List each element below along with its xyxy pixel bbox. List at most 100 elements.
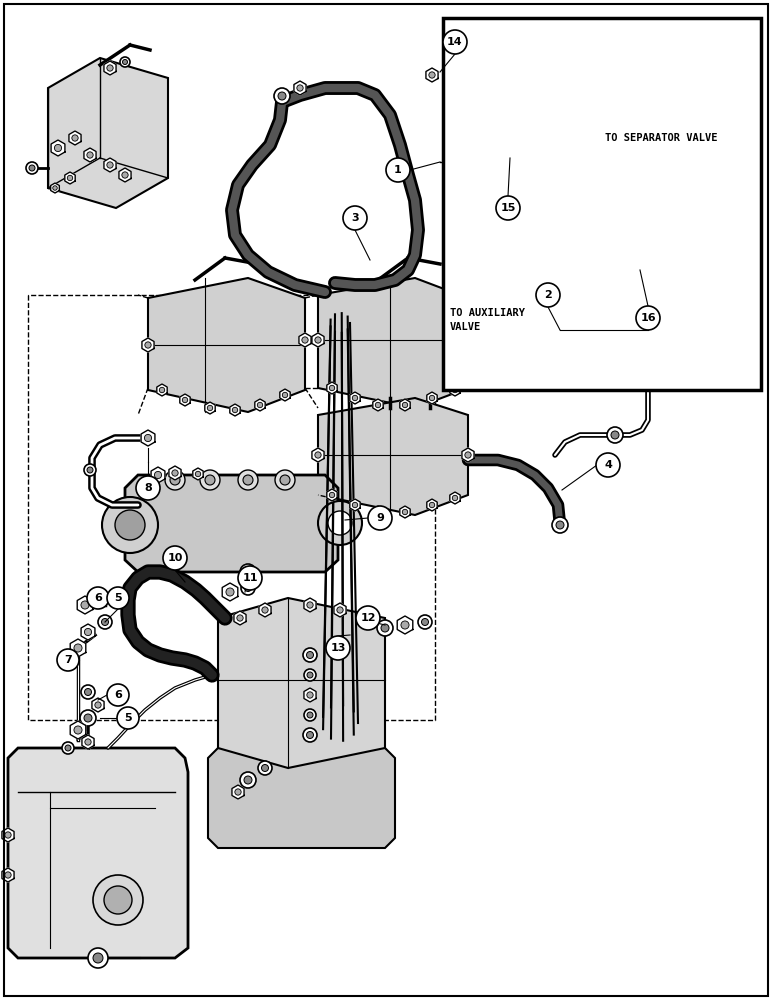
Circle shape — [26, 162, 38, 174]
Polygon shape — [400, 506, 410, 518]
Circle shape — [381, 624, 389, 632]
Text: 14: 14 — [447, 37, 462, 47]
Text: 10: 10 — [168, 553, 183, 563]
Polygon shape — [613, 140, 627, 156]
Circle shape — [330, 492, 335, 498]
Circle shape — [375, 509, 381, 515]
Circle shape — [84, 714, 92, 722]
Polygon shape — [426, 68, 438, 82]
Circle shape — [117, 707, 139, 729]
Text: 5: 5 — [124, 713, 132, 723]
Circle shape — [616, 214, 624, 222]
Polygon shape — [294, 81, 306, 95]
Polygon shape — [84, 148, 96, 162]
Circle shape — [280, 475, 290, 485]
Circle shape — [306, 692, 313, 698]
Circle shape — [583, 291, 597, 305]
Polygon shape — [230, 404, 240, 416]
Polygon shape — [373, 399, 383, 411]
Circle shape — [29, 165, 35, 171]
Circle shape — [465, 78, 475, 88]
Circle shape — [556, 521, 564, 529]
Circle shape — [377, 620, 393, 636]
Polygon shape — [125, 475, 338, 572]
Circle shape — [328, 511, 352, 535]
Circle shape — [362, 615, 368, 621]
Circle shape — [744, 151, 752, 159]
Polygon shape — [350, 499, 361, 511]
Circle shape — [612, 210, 628, 226]
Polygon shape — [151, 467, 165, 483]
Circle shape — [84, 464, 96, 476]
Circle shape — [449, 77, 455, 83]
Circle shape — [443, 30, 467, 54]
Polygon shape — [327, 382, 337, 394]
Circle shape — [81, 601, 89, 609]
Circle shape — [315, 337, 321, 343]
Circle shape — [163, 546, 187, 570]
Polygon shape — [450, 492, 460, 504]
Polygon shape — [148, 278, 305, 412]
Circle shape — [145, 342, 151, 348]
Circle shape — [87, 467, 93, 473]
Circle shape — [235, 789, 241, 795]
Polygon shape — [427, 499, 437, 511]
Circle shape — [208, 405, 213, 411]
Polygon shape — [318, 278, 468, 408]
Polygon shape — [312, 448, 324, 462]
Circle shape — [262, 764, 269, 772]
Polygon shape — [81, 624, 95, 640]
Circle shape — [182, 397, 188, 403]
Polygon shape — [741, 147, 755, 163]
Polygon shape — [299, 333, 311, 347]
Polygon shape — [2, 828, 14, 842]
Polygon shape — [82, 735, 94, 749]
Circle shape — [552, 517, 568, 533]
Circle shape — [232, 407, 238, 413]
Polygon shape — [180, 394, 190, 406]
Circle shape — [84, 628, 92, 636]
Circle shape — [429, 502, 435, 508]
Polygon shape — [334, 603, 346, 617]
Circle shape — [429, 72, 435, 78]
Polygon shape — [255, 399, 266, 411]
Text: 6: 6 — [114, 690, 122, 700]
Circle shape — [418, 615, 432, 629]
Circle shape — [612, 140, 628, 156]
Polygon shape — [585, 132, 595, 144]
Text: 6: 6 — [94, 593, 102, 603]
Circle shape — [304, 709, 316, 721]
Circle shape — [85, 739, 91, 745]
Circle shape — [352, 395, 357, 401]
Circle shape — [241, 581, 255, 595]
Circle shape — [52, 186, 57, 190]
Circle shape — [122, 172, 128, 178]
Circle shape — [195, 471, 201, 477]
Circle shape — [318, 501, 362, 545]
Circle shape — [304, 669, 316, 681]
Circle shape — [238, 470, 258, 490]
Circle shape — [386, 158, 410, 182]
Circle shape — [154, 471, 161, 479]
Circle shape — [257, 402, 262, 408]
Circle shape — [67, 175, 73, 181]
Polygon shape — [8, 748, 188, 958]
Circle shape — [587, 135, 593, 141]
Circle shape — [57, 649, 79, 671]
Circle shape — [104, 886, 132, 914]
Polygon shape — [312, 333, 324, 347]
Circle shape — [5, 872, 11, 878]
Circle shape — [120, 57, 130, 67]
Circle shape — [611, 181, 629, 199]
Polygon shape — [104, 61, 116, 75]
Circle shape — [258, 761, 272, 775]
Circle shape — [172, 470, 178, 476]
Circle shape — [95, 702, 101, 708]
Polygon shape — [234, 611, 246, 625]
Circle shape — [465, 337, 471, 343]
Polygon shape — [65, 172, 75, 184]
Circle shape — [636, 306, 660, 330]
Circle shape — [337, 607, 343, 613]
Polygon shape — [304, 688, 316, 702]
Polygon shape — [141, 430, 155, 446]
